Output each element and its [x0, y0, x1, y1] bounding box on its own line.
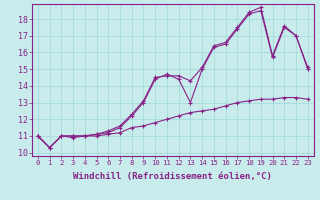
X-axis label: Windchill (Refroidissement éolien,°C): Windchill (Refroidissement éolien,°C)	[73, 172, 272, 181]
